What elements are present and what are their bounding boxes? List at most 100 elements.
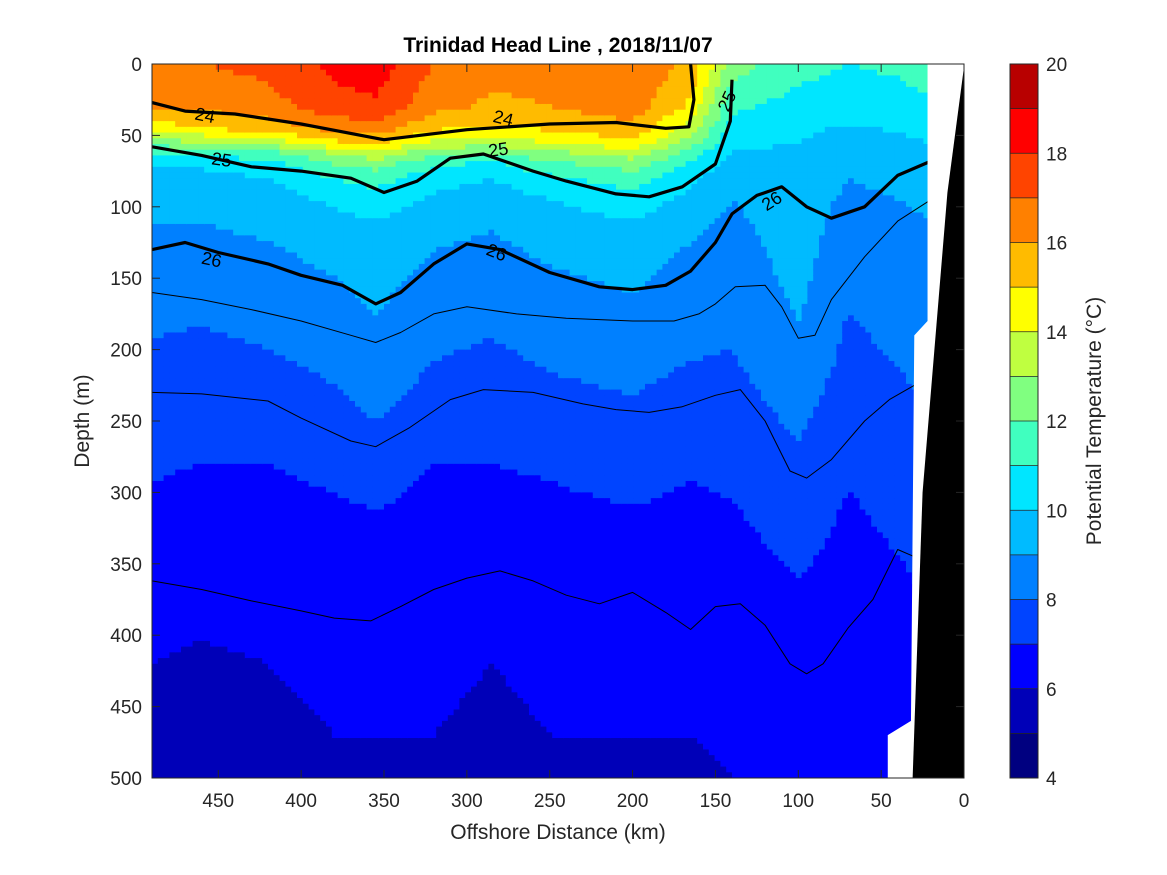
temperature-cell bbox=[320, 138, 327, 145]
temperature-cell bbox=[163, 286, 170, 294]
temperature-cell bbox=[152, 629, 159, 636]
temperature-cell bbox=[152, 772, 159, 778]
temperature-cell bbox=[157, 555, 165, 562]
temperature-cell bbox=[326, 606, 333, 613]
temperature-cell bbox=[314, 223, 321, 231]
temperature-cell bbox=[233, 298, 240, 305]
temperature-cell bbox=[349, 766, 356, 773]
temperature-cell bbox=[227, 343, 234, 351]
temperature-cell bbox=[175, 201, 182, 208]
temperature-cell bbox=[291, 555, 298, 562]
temperature-cell bbox=[314, 69, 321, 77]
temperature-cell bbox=[343, 595, 350, 602]
temperature-cell bbox=[198, 218, 205, 225]
temperature-cell bbox=[308, 543, 315, 551]
temperature-cell bbox=[302, 738, 310, 745]
temperature-cell bbox=[233, 463, 240, 471]
temperature-cell bbox=[285, 269, 292, 276]
temperature-cell bbox=[360, 218, 368, 225]
temperature-cell bbox=[291, 658, 298, 665]
temperature-cell bbox=[244, 566, 252, 573]
temperature-cell bbox=[152, 98, 159, 105]
temperature-cell bbox=[204, 206, 211, 214]
temperature-cell bbox=[175, 583, 182, 591]
temperature-cell bbox=[233, 178, 240, 185]
temperature-cell bbox=[244, 75, 252, 82]
temperature-cell bbox=[192, 361, 199, 368]
temperature-cell bbox=[297, 298, 304, 305]
temperature-cell bbox=[204, 549, 211, 556]
temperature-cell bbox=[210, 98, 217, 105]
temperature-cell bbox=[181, 115, 188, 122]
temperature-cell bbox=[227, 64, 234, 71]
temperature-cell bbox=[175, 235, 182, 242]
temperature-cell bbox=[366, 81, 373, 88]
temperature-cell bbox=[273, 75, 281, 82]
temperature-cell bbox=[372, 138, 379, 145]
temperature-cell bbox=[326, 263, 333, 271]
temperature-cell bbox=[204, 86, 211, 94]
temperature-cell bbox=[302, 572, 310, 579]
temperature-cell bbox=[256, 749, 263, 756]
temperature-cell bbox=[192, 755, 199, 762]
temperature-cell bbox=[175, 121, 182, 128]
temperature-cell bbox=[297, 229, 304, 236]
temperature-cell bbox=[250, 589, 257, 596]
temperature-cell bbox=[314, 515, 321, 522]
temperature-cell bbox=[320, 269, 327, 276]
temperature-cell bbox=[250, 755, 257, 762]
temperature-cell bbox=[268, 149, 275, 156]
temperature-cell bbox=[175, 292, 182, 299]
temperature-cell bbox=[273, 212, 281, 219]
temperature-cell bbox=[337, 98, 344, 105]
temperature-cell bbox=[268, 709, 275, 716]
temperature-cell bbox=[366, 195, 373, 202]
temperature-cell bbox=[169, 743, 176, 751]
temperature-cell bbox=[227, 440, 234, 448]
temperature-cell bbox=[308, 161, 315, 168]
temperature-cell bbox=[320, 538, 327, 545]
temperature-cell bbox=[302, 463, 310, 471]
temperature-cell bbox=[285, 223, 292, 231]
temperature-cell bbox=[279, 355, 286, 362]
temperature-cell bbox=[302, 172, 310, 179]
temperature-cell bbox=[273, 555, 281, 562]
temperature-cell bbox=[366, 498, 373, 505]
temperature-cell bbox=[198, 229, 205, 236]
temperature-cell bbox=[314, 401, 321, 408]
temperature-cell bbox=[326, 600, 333, 608]
temperature-cell bbox=[355, 669, 362, 676]
temperature-cell bbox=[204, 383, 211, 391]
temperature-cell bbox=[355, 560, 362, 568]
temperature-cell bbox=[233, 595, 240, 602]
temperature-cell bbox=[343, 395, 350, 402]
temperature-cell bbox=[297, 378, 304, 385]
temperature-cell bbox=[343, 98, 350, 105]
temperature-cell bbox=[233, 446, 240, 454]
temperature-cell bbox=[349, 326, 356, 334]
temperature-cell bbox=[331, 732, 339, 739]
temperature-cell bbox=[355, 223, 362, 231]
temperature-cell bbox=[273, 452, 281, 459]
temperature-cell bbox=[239, 538, 246, 545]
temperature-cell bbox=[279, 515, 286, 522]
temperature-cell bbox=[273, 86, 281, 94]
temperature-cell bbox=[268, 760, 275, 768]
temperature-cell bbox=[308, 755, 315, 762]
temperature-cell bbox=[250, 738, 257, 745]
temperature-cell bbox=[198, 646, 205, 653]
temperature-cell bbox=[378, 332, 385, 339]
temperature-cell bbox=[349, 446, 356, 454]
temperature-cell bbox=[204, 332, 211, 339]
temperature-cell bbox=[186, 269, 194, 276]
temperature-cell bbox=[268, 469, 275, 476]
temperature-cell bbox=[343, 218, 350, 225]
temperature-cell bbox=[244, 92, 252, 99]
temperature-cell bbox=[273, 709, 281, 716]
temperature-cell bbox=[181, 218, 188, 225]
temperature-cell bbox=[279, 715, 286, 722]
temperature-cell bbox=[268, 543, 275, 551]
temperature-cell bbox=[366, 218, 373, 225]
temperature-cell bbox=[360, 646, 368, 653]
temperature-cell bbox=[244, 258, 252, 265]
